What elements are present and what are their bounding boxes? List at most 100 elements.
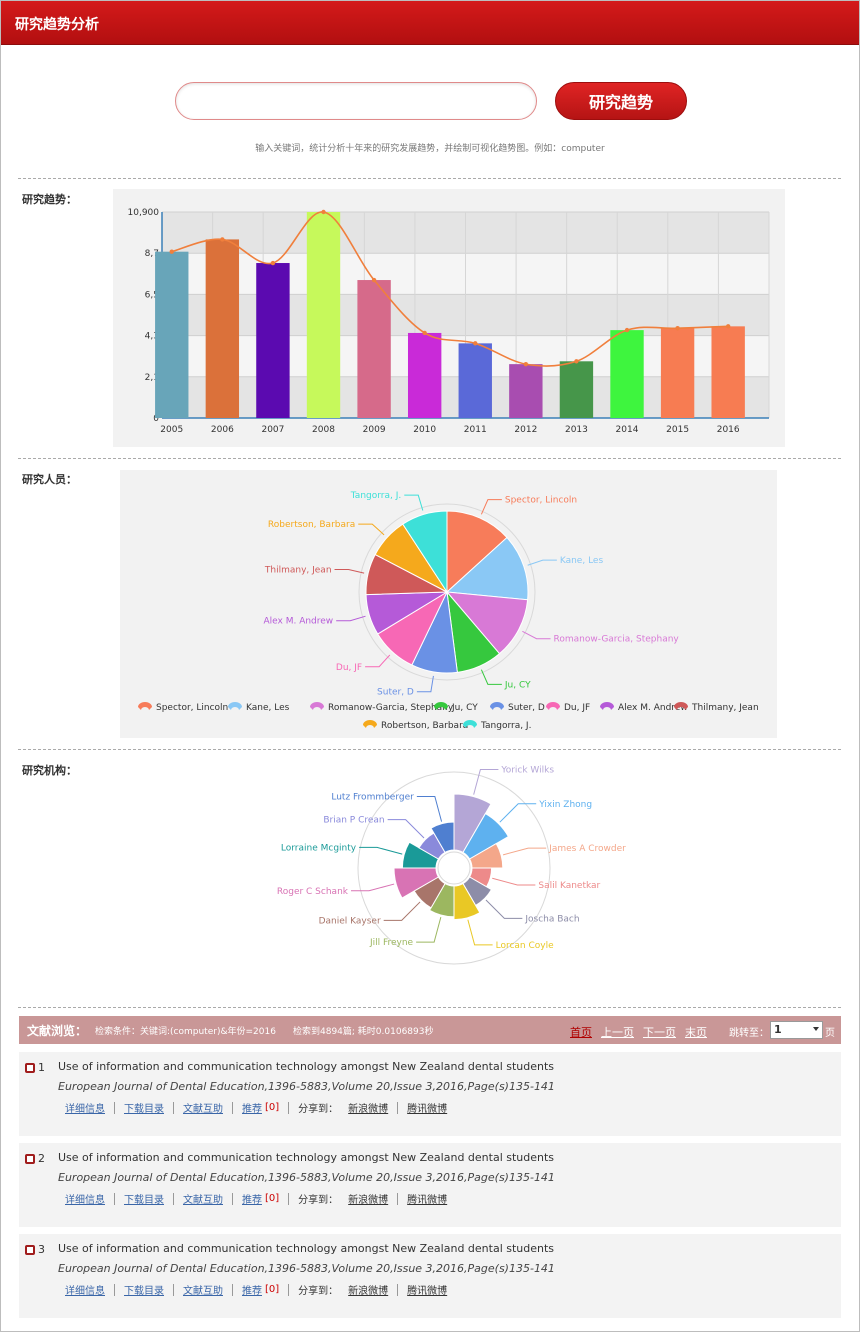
slice-label: Suter, D — [377, 688, 414, 698]
slice-label: Spector, Lincoln — [505, 496, 577, 506]
legend-label[interactable]: Alex M. Andrew — [618, 703, 688, 713]
label-leader — [358, 523, 385, 536]
bar[interactable] — [155, 251, 189, 418]
line-point[interactable] — [574, 359, 579, 364]
rose-petal[interactable] — [430, 821, 455, 854]
line-point[interactable] — [169, 249, 174, 254]
page-select[interactable]: 1 — [770, 1021, 823, 1039]
rose-petal[interactable] — [401, 841, 440, 869]
recommend-link[interactable]: 推荐 — [242, 1104, 262, 1115]
record-title[interactable]: Use of information and communication tec… — [58, 1060, 555, 1073]
search-condition: 检索条件：关键词:(computer)&年份=2016 — [95, 1027, 276, 1037]
last-page-link[interactable]: 末页 — [685, 1026, 707, 1039]
legend-label[interactable]: Spector, Lincoln — [156, 703, 228, 713]
label-leader — [480, 499, 502, 515]
x-tick-label: 2007 — [261, 425, 284, 435]
orgs-section-label: 研究机构： — [22, 764, 77, 777]
x-tick-label: 2014 — [616, 425, 639, 435]
line-point[interactable] — [220, 237, 225, 242]
next-page-link[interactable]: 下一页 — [643, 1026, 676, 1039]
x-tick-label: 2005 — [160, 425, 183, 435]
line-point[interactable] — [473, 341, 478, 346]
pie-slice[interactable] — [445, 536, 529, 601]
share-tencent-link[interactable]: 腾讯微博 — [407, 1104, 448, 1115]
record-title[interactable]: Use of information and communication tec… — [58, 1242, 555, 1255]
share-sina-link[interactable]: 新浪微博 — [348, 1286, 389, 1297]
pie-slice[interactable] — [402, 510, 448, 594]
record-checkbox[interactable] — [25, 1154, 35, 1164]
line-point[interactable] — [270, 260, 276, 266]
record-checkbox[interactable] — [25, 1063, 35, 1073]
petal-label: Roger C Schank — [277, 887, 349, 897]
rose-petal[interactable] — [428, 882, 455, 918]
bar[interactable] — [559, 361, 594, 418]
line-point[interactable] — [624, 327, 630, 333]
line-point[interactable] — [422, 330, 427, 336]
bar[interactable] — [458, 343, 492, 418]
record-title[interactable]: Use of information and communication tec… — [58, 1151, 555, 1164]
line-point[interactable] — [371, 277, 377, 283]
trend-section-label: 研究趋势： — [22, 193, 77, 206]
legend-label[interactable]: Robertson, Barbara — [381, 721, 468, 731]
line-point[interactable] — [675, 326, 680, 331]
bar[interactable] — [256, 263, 290, 418]
bar[interactable] — [509, 364, 543, 418]
prev-page-link[interactable]: 上一页 — [601, 1026, 634, 1039]
bar[interactable] — [711, 326, 745, 418]
share-tencent-link[interactable]: 腾讯微博 — [407, 1195, 448, 1206]
bar[interactable] — [306, 212, 341, 418]
rose-petal[interactable] — [462, 812, 510, 860]
share-sina-link[interactable]: 新浪微博 — [348, 1104, 389, 1115]
slice-label: Tangorra, J. — [350, 491, 401, 501]
legend-label[interactable]: Du, JF — [564, 703, 590, 713]
line-point[interactable] — [523, 361, 529, 367]
trend-search-button[interactable]: 研究趋势 — [555, 82, 687, 120]
detail-link[interactable]: 详细信息 — [65, 1286, 105, 1297]
rose-petal[interactable] — [453, 793, 492, 854]
petal-label: Brian P Crean — [323, 816, 384, 826]
line-point[interactable] — [321, 209, 326, 215]
record-checkbox[interactable] — [25, 1245, 35, 1255]
rose-petal[interactable] — [453, 882, 481, 921]
mutual-help-link[interactable]: 文献互助 — [183, 1195, 223, 1206]
petal-label: Lutz Frommberger — [331, 793, 414, 803]
detail-link[interactable]: 详细信息 — [65, 1195, 105, 1206]
rose-petal[interactable] — [468, 842, 504, 869]
legend-label[interactable]: Tangorra, J. — [480, 721, 531, 731]
download-catalog-link[interactable]: 下载目录 — [124, 1286, 164, 1297]
divider — [18, 749, 841, 750]
detail-link[interactable]: 详细信息 — [65, 1104, 105, 1115]
label-leader — [383, 901, 421, 921]
bar[interactable] — [660, 328, 695, 418]
bar[interactable] — [205, 239, 240, 418]
line-point[interactable] — [725, 324, 731, 329]
separator — [288, 1283, 290, 1296]
mutual-help-link[interactable]: 文献互助 — [183, 1104, 223, 1115]
pie-slice[interactable] — [445, 591, 529, 655]
download-catalog-link[interactable]: 下载目录 — [124, 1104, 164, 1115]
legend-label[interactable]: Ju, CY — [451, 703, 478, 713]
legend-label[interactable]: Romanow-Garcia, Stephany — [328, 703, 454, 713]
legend-label[interactable]: Thilmany, Jean — [691, 703, 759, 713]
bar[interactable] — [610, 330, 644, 418]
orgs-chart: Yorick Wilks Yixin Zhong James A Crowder Sa… — [250, 760, 670, 990]
mutual-help-link[interactable]: 文献互助 — [183, 1286, 223, 1297]
recommend-link[interactable]: 推荐 — [242, 1195, 262, 1206]
first-page-link[interactable]: 首页 — [570, 1026, 592, 1039]
download-catalog-link[interactable]: 下载目录 — [124, 1195, 164, 1206]
recommend-link[interactable]: 推荐 — [242, 1286, 262, 1297]
share-tencent-link[interactable]: 腾讯微博 — [407, 1286, 448, 1297]
share-sina-link[interactable]: 新浪微博 — [348, 1195, 389, 1206]
bar[interactable] — [407, 332, 442, 418]
legend-label[interactable]: Suter, D — [508, 703, 545, 713]
share-label: 分享到： — [298, 1286, 339, 1297]
pie-slice[interactable] — [446, 510, 508, 594]
trend-bar-chart: 0 2,1 4,3 6,5 8,7 10,900 2005 2006 2007 2008 2009 2… — [128, 208, 770, 435]
divider — [18, 1007, 841, 1008]
bar[interactable] — [357, 280, 391, 418]
search-input[interactable] — [175, 82, 537, 120]
rose-petal[interactable] — [393, 867, 440, 899]
label-leader — [416, 796, 443, 822]
petal-label: Daniel Kayser — [319, 916, 381, 926]
legend-label[interactable]: Kane, Les — [246, 703, 290, 713]
